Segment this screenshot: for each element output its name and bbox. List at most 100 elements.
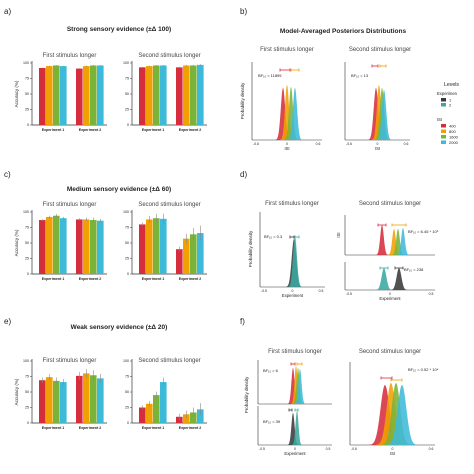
posterior-density: [369, 385, 401, 445]
x-tick-label: Experiment 1: [42, 277, 65, 281]
x-tick-label: Experiment 2: [79, 128, 102, 132]
legend-swatch: [441, 129, 446, 133]
bar: [197, 409, 204, 423]
posterior-density: [290, 366, 302, 404]
panel-subtitle: Second stimulus longer: [349, 47, 411, 53]
row-title: Strong sensory evidence (±Δ 100): [67, 26, 171, 33]
bar: [53, 380, 60, 423]
posterior-density: [386, 385, 418, 445]
bar: [83, 66, 90, 125]
y-axis-label: Probability density: [240, 82, 245, 119]
density-panels: -0.6 0 0.6 ISI BF₁₀ = 11895 Probability densi…: [240, 47, 439, 456]
y-axis-label: Probability density: [248, 230, 253, 267]
legend-swatch: [441, 98, 446, 102]
legend-swatch: [441, 135, 446, 139]
y-tick-label: 0: [127, 123, 129, 127]
x-tick-label: Experiment 1: [42, 128, 65, 132]
bar: [90, 375, 97, 423]
posterior-density: [375, 268, 393, 290]
y-tick-label: 75: [25, 226, 29, 230]
bar: [39, 380, 46, 423]
panel-letter: a): [4, 7, 11, 16]
x-tick-label: -0.5: [259, 447, 265, 451]
bar: [97, 220, 104, 274]
x-tick-label: 0: [389, 292, 391, 296]
y-axis-label: Accuracy (%): [14, 378, 19, 405]
posterior-density: [280, 85, 294, 140]
panel-subtitle: Second stimulus longer: [138, 53, 200, 59]
bar: [46, 377, 53, 423]
x-tick-label: 0.5: [429, 292, 434, 296]
x-tick-label: -0.5: [346, 292, 352, 296]
bar: [76, 375, 83, 423]
panel-subtitle: First stimulus longer: [260, 47, 314, 53]
x-tick-label: Experiment 1: [142, 426, 165, 430]
bar: [190, 65, 197, 125]
legend-swatch: [441, 103, 446, 107]
x-tick-label: Experiment 1: [142, 277, 165, 281]
bayes-factor-label: BF₁₀ = 0.52 * 10⁴: [408, 367, 439, 372]
legend-header: ISI: [437, 117, 442, 122]
legend-swatch: [441, 124, 446, 128]
row-title: Weak sensory evidence (±Δ 20): [71, 324, 168, 331]
x-axis-label: ISI: [375, 146, 380, 151]
x-axis-label: ISI: [284, 146, 289, 151]
bar: [60, 382, 67, 423]
bar: [160, 218, 167, 274]
x-tick-label: Experiment 2: [179, 426, 202, 430]
density-chart: -0.6 0 0.6 ISI BF₁₀ = 0.52 * 10⁴ Second stimu…: [349, 349, 439, 456]
density-chart: -0.6 0 0.6 ISI BF₁₀ = 13 Second stimulus long…: [344, 47, 411, 151]
bar: [153, 395, 160, 423]
bar: [146, 66, 153, 125]
x-axis-label: Experiment: [282, 293, 304, 298]
y-tick-label: 50: [125, 241, 129, 245]
legend-label: 2: [449, 103, 452, 108]
y-tick-label: 25: [25, 406, 29, 410]
panel-subtitle: Second stimulus longer: [138, 202, 200, 208]
posterior-density: [287, 88, 303, 140]
posterior-density: [390, 268, 408, 290]
density-chart: BF₁₀ = 6 Probability density First stimulu…: [244, 349, 332, 413]
bayes-factor-label: BF₁₀ = 0.3: [264, 234, 283, 239]
bar: [146, 219, 153, 274]
bar-chart: 0 25 50 75 100 Experiment 1 Experiment 2 Second…: [123, 202, 207, 281]
bar: [97, 65, 104, 125]
posterior-density: [287, 413, 299, 445]
x-axis-label: Experiment: [284, 451, 306, 456]
row-title: Medium sensory evidence (±Δ 60): [67, 186, 171, 193]
panel-letter: d): [240, 170, 247, 179]
density-chart: BF₁₀ = 6.45 * 10⁶ ISI Second stimulus long…: [336, 201, 439, 256]
legend-label: 1600: [449, 135, 459, 140]
x-tick-label: Experiment 1: [42, 426, 65, 430]
x-tick-label: 0: [286, 142, 288, 146]
bar: [139, 67, 146, 125]
bar: [90, 220, 97, 274]
x-tick-label: 0.5: [326, 447, 331, 451]
x-tick-label: 0: [292, 289, 294, 293]
posterior-title: Model-Averaged Posteriors Distributions: [280, 28, 407, 35]
bar: [190, 234, 197, 274]
x-tick-label: -0.6: [253, 142, 259, 146]
y-tick-label: 100: [123, 359, 129, 363]
y-axis-label: Probability density: [244, 376, 249, 413]
bar: [176, 249, 183, 274]
y-tick-label: 50: [25, 92, 29, 96]
y-tick-label: 75: [125, 226, 129, 230]
posterior-density: [391, 229, 405, 255]
panel-subtitle: Second stimulus longer: [359, 349, 421, 355]
posterior-density: [375, 225, 389, 255]
bar-chart: 0 25 50 75 100 Experiment 1 Experiment 2 Accura…: [14, 53, 107, 132]
x-tick-label: 0.6: [316, 142, 321, 146]
bar: [60, 66, 67, 125]
bar: [139, 224, 146, 274]
density-chart: -0.6 0 0.6 ISI BF₁₀ = 11895 Probability densi…: [240, 47, 322, 151]
posterior-density: [292, 368, 304, 404]
legend-header: Experimen: [437, 91, 458, 96]
bar: [176, 67, 183, 125]
bar: [46, 216, 53, 274]
posterior-density: [291, 411, 303, 445]
posterior-density: [371, 85, 387, 140]
bar: [197, 233, 204, 274]
y-tick-label: 100: [123, 210, 129, 214]
y-tick-label: 100: [123, 61, 129, 65]
